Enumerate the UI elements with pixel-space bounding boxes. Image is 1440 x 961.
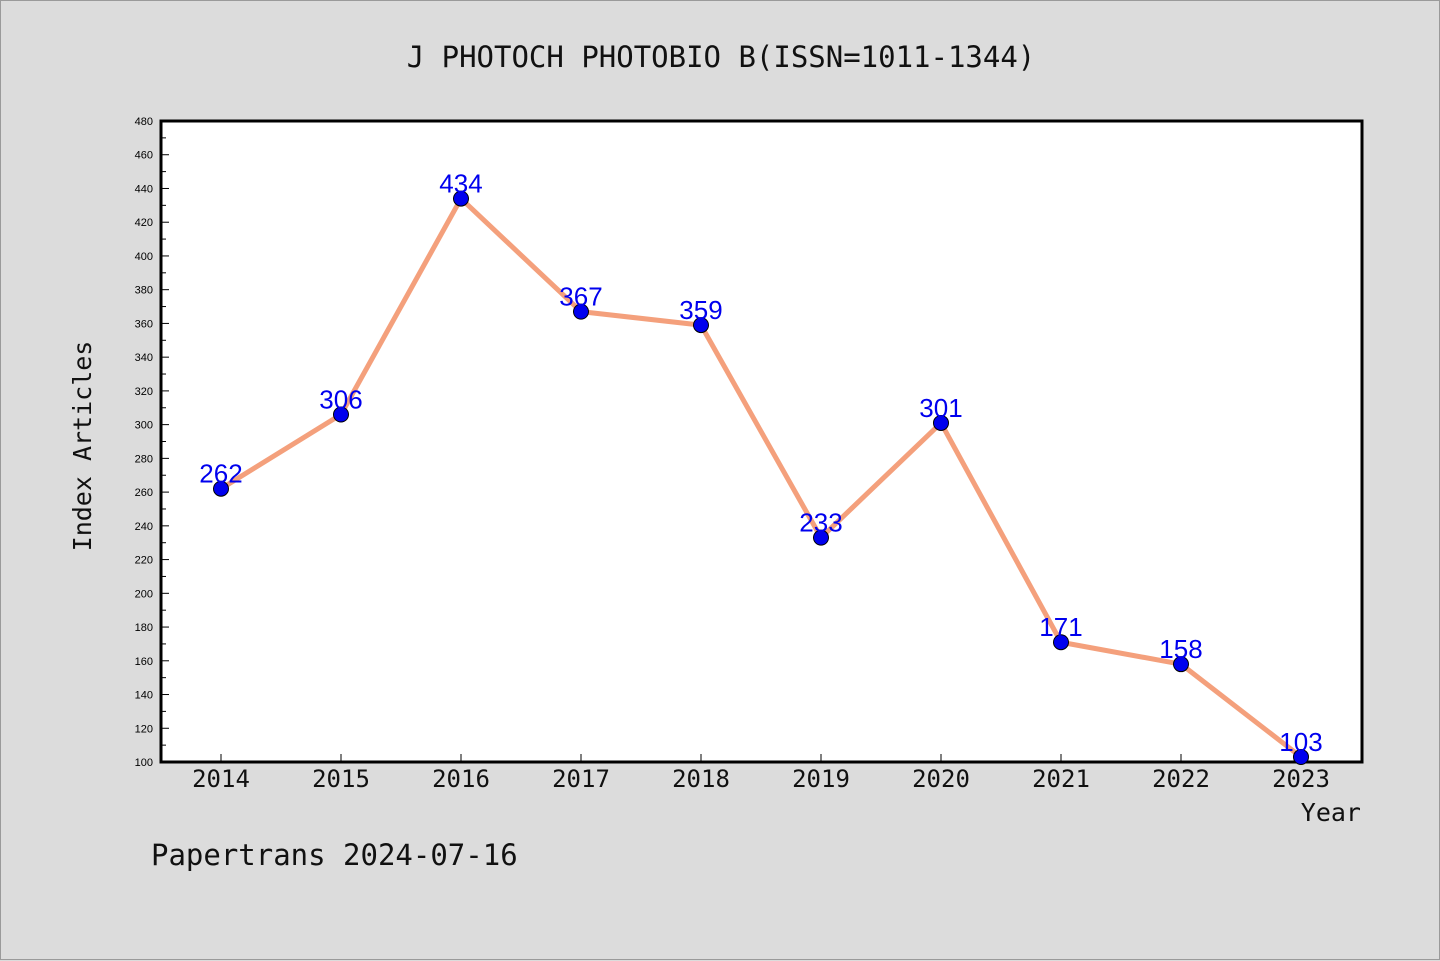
y-tick-label: 260	[135, 487, 153, 499]
y-tick-label: 340	[135, 352, 153, 364]
data-point	[453, 190, 469, 207]
data-label: 158	[1159, 634, 1202, 664]
y-tick-label: 200	[135, 588, 153, 600]
y-tick-label: 400	[135, 251, 153, 263]
plot-area	[159, 119, 1364, 764]
data-label: 233	[799, 508, 842, 538]
watermark: Papertrans 2024-07-16	[151, 838, 518, 872]
y-tick-label: 240	[135, 521, 153, 533]
x-tick-label: 2022	[1152, 765, 1210, 793]
y-tick-label: 320	[135, 386, 153, 398]
y-tick-label: 100	[135, 757, 153, 769]
x-tick-label: 2014	[192, 765, 250, 793]
x-tick-label: 2016	[432, 765, 490, 793]
data-label: 359	[679, 295, 722, 325]
data-label: 306	[319, 385, 362, 415]
y-axis-label: Index Articles	[68, 341, 97, 552]
data-label: 262	[199, 459, 242, 489]
y-tick-label: 360	[135, 318, 153, 330]
x-tick-label: 2020	[912, 765, 970, 793]
data-point	[813, 529, 829, 546]
data-label: 103	[1279, 727, 1322, 757]
y-tick-label: 280	[135, 453, 153, 465]
x-tick-label: 2018	[672, 765, 730, 793]
chart-title: J PHOTOCH PHOTOBIO B(ISSN=1011-1344)	[407, 40, 1036, 74]
y-tick-label: 300	[135, 420, 153, 432]
y-tick-label: 460	[135, 150, 153, 162]
data-point	[1053, 634, 1069, 651]
data-label: 171	[1039, 612, 1082, 642]
data-point	[1293, 748, 1309, 765]
y-tick-label: 220	[135, 555, 153, 567]
x-axis-label: Year	[1301, 798, 1361, 827]
data-point	[933, 414, 949, 431]
data-point	[573, 303, 589, 320]
y-tick-label: 420	[135, 217, 153, 229]
data-point	[333, 406, 349, 423]
y-tick-label: 180	[135, 622, 153, 634]
x-tick-label: 2019	[792, 765, 850, 793]
x-tick-label: 2015	[312, 765, 370, 793]
x-tick-label: 2017	[552, 765, 610, 793]
x-tick-label: 2021	[1032, 765, 1090, 793]
y-tick-label: 120	[135, 723, 153, 735]
series-group: 262 306 434 367 359 233 301 171 158 103	[199, 169, 1323, 765]
data-point	[693, 317, 709, 334]
y-tick-label: 140	[135, 690, 153, 702]
y-axis: 100 120 140 160 180 200 220 240 260 280 300 320 340 3…	[135, 116, 169, 769]
series-line	[219, 196, 1303, 759]
data-label: 367	[559, 282, 602, 312]
y-tick-label: 440	[135, 183, 153, 195]
y-tick-label: 380	[135, 285, 153, 297]
y-tick-label: 480	[135, 116, 153, 128]
data-label: 434	[439, 169, 482, 199]
x-axis: 2014 2015 2016 2017 2018 2019 2020 2021 2022 2023	[192, 754, 1330, 793]
x-tick-label: 2023	[1272, 765, 1330, 793]
data-label: 301	[919, 393, 962, 423]
data-point	[213, 480, 229, 497]
data-point	[1173, 656, 1189, 673]
y-tick-label: 160	[135, 656, 153, 668]
